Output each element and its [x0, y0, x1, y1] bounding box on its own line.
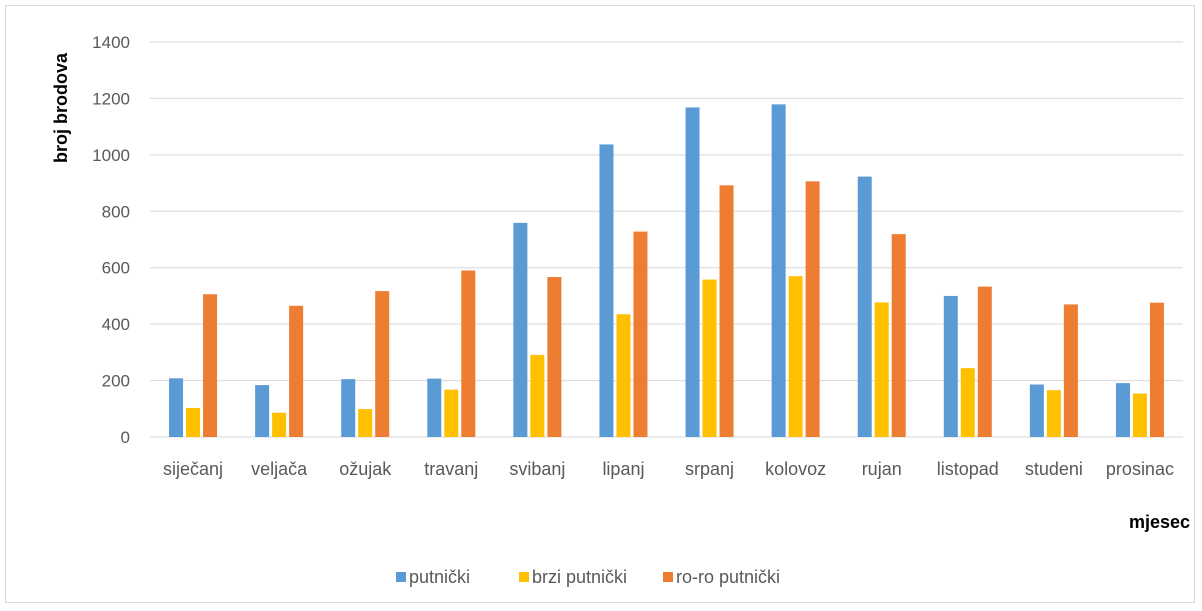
- bar-ro-ro-putnički-kolovoz: [805, 181, 820, 437]
- y-tick-label: 0: [121, 428, 130, 447]
- bar-brzi-putnički-veljača: [272, 412, 287, 437]
- bar-brzi-putnički-siječanj: [186, 407, 201, 437]
- y-tick-label: 400: [102, 315, 130, 334]
- bar-putnički-kolovoz: [771, 104, 786, 437]
- bar-ro-ro-putnički-ožujak: [375, 291, 390, 437]
- legend-swatch: [663, 572, 673, 582]
- bar-ro-ro-putnički-listopad: [977, 286, 992, 437]
- legend-swatch: [396, 572, 406, 582]
- bar-putnički-ožujak: [341, 379, 356, 437]
- bar-putnički-lipanj: [599, 144, 614, 438]
- bar-putnički-listopad: [943, 295, 958, 437]
- bar-putnički-veljača: [255, 385, 270, 437]
- bar-ro-ro-putnički-veljača: [289, 305, 304, 437]
- bar-brzi-putnički-listopad: [960, 368, 975, 437]
- bar-ro-ro-putnički-travanj: [461, 270, 476, 437]
- bar-ro-ro-putnički-lipanj: [633, 231, 648, 437]
- y-axis-label: broj brodova: [51, 52, 71, 163]
- legend-label: putnički: [409, 567, 470, 587]
- bar-brzi-putnički-travanj: [444, 389, 459, 437]
- bars: [169, 104, 1164, 438]
- bar-putnički-siječanj: [169, 378, 184, 437]
- bar-ro-ro-putnički-siječanj: [203, 294, 218, 437]
- bar-ro-ro-putnički-rujan: [891, 234, 906, 437]
- bar-ro-ro-putnički-prosinac: [1149, 302, 1164, 437]
- x-tick-label: listopad: [937, 459, 999, 479]
- bar-brzi-putnički-rujan: [874, 302, 889, 437]
- bar-ro-ro-putnički-srpanj: [719, 185, 734, 437]
- x-tick-label: veljača: [251, 459, 308, 479]
- y-tick-label: 600: [102, 259, 130, 278]
- bar-brzi-putnički-lipanj: [616, 314, 631, 437]
- x-tick-label: prosinac: [1106, 459, 1174, 479]
- x-tick-label: svibanj: [509, 459, 565, 479]
- legend-label: brzi putnički: [532, 567, 627, 587]
- bar-brzi-putnički-svibanj: [530, 354, 545, 437]
- bar-ro-ro-putnički-svibanj: [547, 277, 562, 437]
- y-tick-label: 1200: [92, 89, 130, 108]
- bar-putnički-srpanj: [685, 107, 700, 437]
- bar-putnički-studeni: [1029, 384, 1044, 437]
- legend: putnički brzi putnički ro-ro putnički: [396, 567, 780, 587]
- y-tick-label: 800: [102, 202, 130, 221]
- legend-label: ro-ro putnički: [676, 567, 780, 587]
- y-axis-ticks: 0 200 400 600 800 1000 1200 1400: [92, 33, 130, 447]
- x-tick-label: rujan: [862, 459, 902, 479]
- bar-putnički-rujan: [857, 176, 872, 437]
- bar-putnički-travanj: [427, 378, 442, 437]
- bar-putnički-svibanj: [513, 222, 528, 437]
- bar-brzi-putnički-kolovoz: [788, 276, 803, 437]
- x-axis-label: mjesec: [1129, 512, 1190, 532]
- x-tick-label: kolovoz: [765, 459, 826, 479]
- y-tick-label: 1000: [92, 146, 130, 165]
- gridlines: [150, 41, 1183, 438]
- x-tick-label: siječanj: [163, 459, 223, 479]
- bar-putnički-prosinac: [1115, 383, 1130, 437]
- bar-brzi-putnički-studeni: [1046, 390, 1061, 437]
- y-tick-label: 1400: [92, 33, 130, 52]
- x-tick-label: lipanj: [602, 459, 644, 479]
- x-tick-label: travanj: [424, 459, 478, 479]
- x-tick-label: ožujak: [339, 459, 392, 479]
- bar-brzi-putnički-prosinac: [1132, 393, 1147, 437]
- x-tick-label: studeni: [1025, 459, 1083, 479]
- x-axis-ticks: siječanj veljača ožujak travanj svibanj lipan…: [163, 459, 1174, 479]
- bar-ro-ro-putnički-studeni: [1063, 304, 1078, 437]
- legend-swatch: [519, 572, 529, 582]
- x-tick-label: srpanj: [685, 459, 734, 479]
- bar-brzi-putnički-ožujak: [358, 409, 373, 437]
- y-tick-label: 200: [102, 372, 130, 391]
- bar-brzi-putnički-srpanj: [702, 279, 717, 437]
